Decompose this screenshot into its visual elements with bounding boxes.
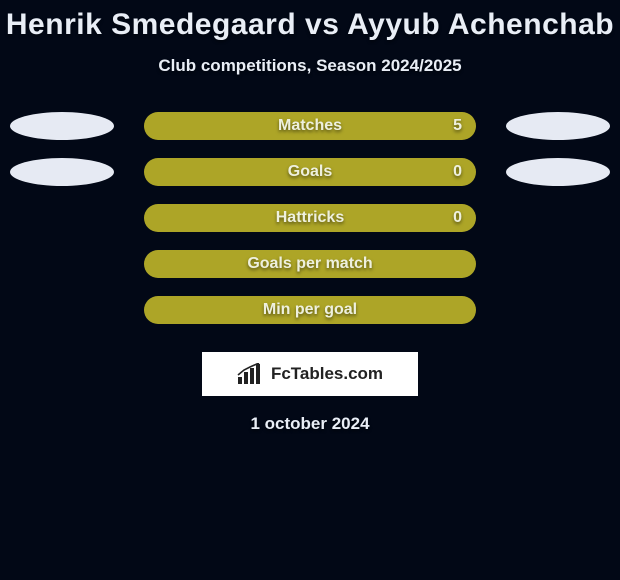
stat-row: Goals per match: [10, 250, 610, 278]
subtitle: Club competitions, Season 2024/2025: [0, 56, 620, 76]
stat-label: Hattricks: [276, 209, 344, 227]
stat-value: 0: [453, 209, 462, 227]
stat-value: 5: [453, 117, 462, 135]
bar-chart-icon: [237, 363, 263, 385]
stat-bar: Goals 0: [144, 158, 476, 186]
logo-text: FcTables.com: [271, 364, 383, 384]
player-right-ellipse: [506, 112, 610, 140]
stat-bar: Goals per match: [144, 250, 476, 278]
stat-label: Min per goal: [263, 301, 357, 319]
stat-row: Min per goal: [10, 296, 610, 324]
stat-bar: Hattricks 0: [144, 204, 476, 232]
stat-bar: Matches 5: [144, 112, 476, 140]
stat-row: Hattricks 0: [10, 204, 610, 232]
stat-label: Goals: [288, 163, 332, 181]
player-left-ellipse: [10, 158, 114, 186]
comparison-infographic: Henrik Smedegaard vs Ayyub Achenchab Clu…: [0, 0, 620, 580]
page-title: Henrik Smedegaard vs Ayyub Achenchab: [0, 8, 620, 42]
stat-value: 0: [453, 163, 462, 181]
logo-box: FcTables.com: [202, 352, 418, 396]
stat-bar: Min per goal: [144, 296, 476, 324]
stat-row: Goals 0: [10, 158, 610, 186]
date-label: 1 october 2024: [0, 414, 620, 434]
stat-label: Matches: [278, 117, 342, 135]
player-left-ellipse: [10, 112, 114, 140]
stat-row: Matches 5: [10, 112, 610, 140]
player-right-ellipse: [506, 158, 610, 186]
stat-label: Goals per match: [247, 255, 372, 273]
stat-rows: Matches 5 Goals 0 Hattricks 0 Goals per match M…: [0, 112, 620, 324]
